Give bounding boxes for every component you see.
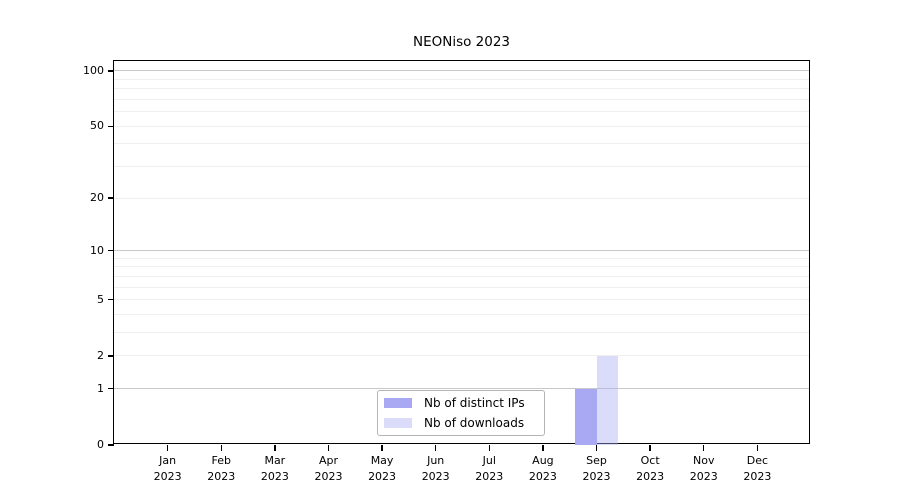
chart-title: NEONiso 2023 [412, 34, 511, 50]
x-tick-label: Aug 2023 [528, 454, 557, 483]
minor-gridline [114, 332, 809, 334]
y-tick-label: 5 [97, 292, 104, 306]
y-tick [108, 388, 114, 390]
minor-gridline [114, 143, 809, 145]
x-tick-label: May 2023 [368, 454, 397, 483]
x-tick [327, 445, 330, 451]
x-tick-label: Jan 2023 [153, 454, 182, 483]
x-tick [274, 445, 276, 451]
y-tick-label: 20 [90, 191, 104, 205]
x-tick [166, 445, 169, 451]
x-tick-label: Jun 2023 [421, 454, 450, 483]
bar-distinct-ips [575, 388, 597, 445]
minor-gridline [114, 299, 809, 301]
minor-gridline [114, 355, 809, 357]
x-tick-label: Oct 2023 [636, 454, 665, 483]
minor-gridline [114, 166, 809, 168]
x-tick-label: Dec 2023 [743, 454, 772, 483]
y-tick [108, 70, 114, 72]
bar-downloads [596, 355, 618, 445]
legend-label-downloads: Nb of downloads [424, 416, 525, 430]
y-tick-label: 2 [97, 348, 104, 362]
legend-item-distinct-ips: Nb of distinct IPs [384, 395, 538, 411]
y-tick-label: 50 [90, 119, 104, 133]
x-tick-label: Apr 2023 [314, 454, 343, 483]
minor-gridline [114, 314, 809, 315]
x-tick [756, 445, 759, 451]
minor-gridline [114, 125, 809, 127]
legend-label-distinct-ips: Nb of distinct IPs [424, 396, 525, 410]
x-tick-label: Feb 2023 [207, 454, 236, 483]
minor-gridline [114, 275, 809, 277]
x-tick-label: Jul 2023 [475, 454, 504, 483]
minor-gridline [114, 286, 809, 288]
x-tick-label: Sep 2023 [582, 454, 611, 483]
minor-gridline [114, 266, 809, 268]
x-tick [649, 445, 651, 451]
legend-swatch-downloads [384, 418, 412, 428]
y-tick [108, 197, 114, 199]
y-tick-label: 100 [83, 63, 104, 77]
x-tick-label: Mar 2023 [260, 454, 289, 483]
minor-gridline [114, 257, 809, 259]
major-gridline [114, 70, 809, 72]
minor-gridline [114, 111, 809, 113]
y-tick [108, 249, 114, 252]
x-tick [434, 445, 437, 451]
minor-gridline [114, 78, 809, 80]
y-tick-label: 0 [97, 438, 104, 451]
y-tick [108, 125, 114, 127]
x-tick [703, 445, 705, 451]
legend-swatch-distinct-ips [384, 398, 412, 408]
x-tick [220, 445, 222, 451]
major-gridline [114, 388, 809, 390]
minor-gridline [114, 197, 809, 199]
y-tick [108, 444, 114, 446]
x-tick [381, 445, 383, 451]
plot-area: 0 1 2 5 10 20 50 100 Jan 2023 Feb 2023 Mar 2023 Apr… [83, 60, 810, 483]
x-tick [542, 445, 544, 451]
major-gridline [114, 250, 809, 252]
minor-gridline [114, 88, 809, 90]
x-tick [488, 445, 490, 451]
x-tick [595, 445, 598, 451]
y-tick [108, 299, 114, 301]
minor-gridline [114, 98, 809, 100]
y-tick-label: 1 [97, 381, 104, 395]
x-tick-label: Nov 2023 [689, 454, 718, 483]
y-tick-label: 10 [90, 243, 104, 257]
legend-item-downloads: Nb of downloads [384, 415, 538, 431]
plot-wrap: NEONiso 2023 0 1 2 5 10 20 50 100 Jan 2023 Feb 20… [83, 34, 810, 483]
y-tick [108, 355, 114, 357]
legend: Nb of distinct IPs Nb of downloads [377, 390, 545, 436]
